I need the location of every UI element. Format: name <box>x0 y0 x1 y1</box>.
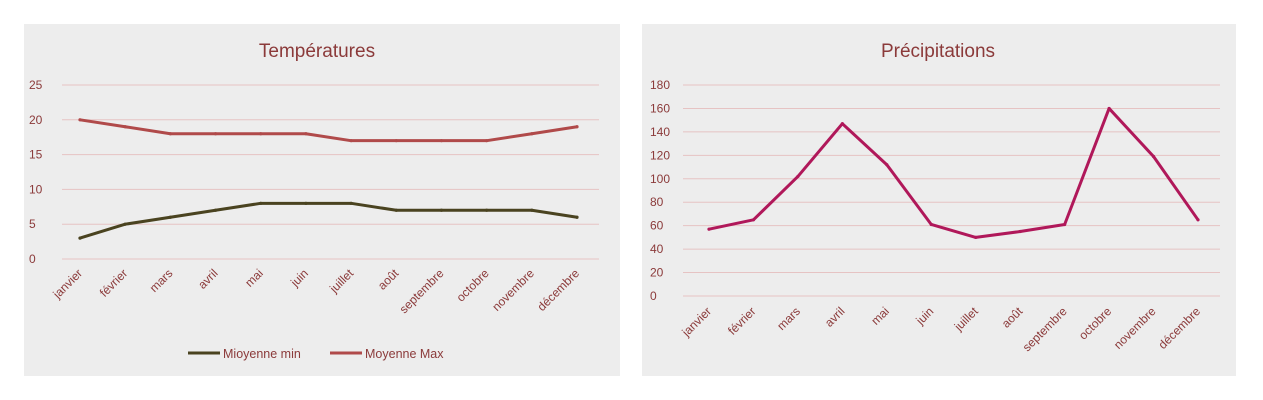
data-point <box>485 139 489 143</box>
temperature-chart: Températures 0 5 10 15 20 25 janvier février ma… <box>29 41 599 361</box>
y-tick-label: 120 <box>650 148 670 162</box>
x-tick-label: avril <box>822 304 847 329</box>
data-point <box>394 208 398 212</box>
x-tick-label: mai <box>868 304 892 328</box>
series-line <box>707 106 1200 239</box>
data-point <box>796 174 800 179</box>
data-point <box>1151 154 1156 159</box>
data-point <box>439 208 444 212</box>
data-point <box>1063 222 1067 227</box>
x-tick-label: octobre <box>1076 304 1114 342</box>
data-point <box>751 218 756 222</box>
precipitation-chart: Précipitations 020406080100120140160180 … <box>650 41 1220 354</box>
x-tick-label: septembre <box>1020 304 1070 354</box>
series-line <box>78 201 579 240</box>
x-tick-label: juin <box>287 266 311 290</box>
legend-label-max: Moyenne Max <box>365 347 444 361</box>
y-tick-label: 20 <box>650 266 664 280</box>
data-point <box>929 222 933 227</box>
y-tick-label: 5 <box>29 217 36 231</box>
x-tick-label: janvier <box>50 266 86 302</box>
x-tick-label: novembre <box>489 266 537 314</box>
x-tick-label: septembre <box>397 266 447 316</box>
chart-title: Températures <box>259 41 375 62</box>
data-point <box>213 132 218 136</box>
data-point <box>439 139 444 143</box>
data-point <box>530 132 534 136</box>
data-point <box>1018 229 1022 234</box>
y-tick-label: 180 <box>650 78 670 92</box>
x-tick-label: avril <box>195 266 220 291</box>
chart-legend: Mioyenne min Moyenne Max <box>188 347 444 361</box>
data-point <box>213 208 218 212</box>
y-tick-label: 10 <box>29 182 43 196</box>
data-point <box>123 222 127 226</box>
y-tick-label: 80 <box>650 195 664 209</box>
data-point <box>259 201 263 205</box>
data-point <box>1107 106 1111 111</box>
data-point <box>1196 218 1200 222</box>
y-tick-label: 15 <box>29 148 43 162</box>
data-point <box>885 163 889 167</box>
y-tick-label: 0 <box>650 289 657 303</box>
x-tick-label: décembre <box>534 266 582 314</box>
x-tick-label: mars <box>147 266 176 295</box>
y-tick-label: 40 <box>650 242 664 256</box>
data-point <box>707 227 711 231</box>
data-point <box>575 125 579 129</box>
x-tick-label: mars <box>774 304 803 333</box>
data-point <box>168 132 172 136</box>
data-point <box>575 215 579 219</box>
data-point <box>974 235 978 239</box>
data-point <box>259 132 263 136</box>
x-tick-label: juillet <box>951 304 981 334</box>
x-tick-label: août <box>999 304 1026 331</box>
legend-label-min: Mioyenne min <box>223 347 301 361</box>
y-tick-label: 20 <box>29 113 43 127</box>
data-point <box>349 201 353 205</box>
data-point <box>485 208 489 212</box>
y-tick-label: 160 <box>650 101 670 115</box>
data-point <box>78 236 82 240</box>
x-tick-label: octobre <box>454 266 492 304</box>
temperature-chart-panel: Températures 0 5 10 15 20 25 janvier février ma… <box>24 24 620 376</box>
x-tick-label: février <box>97 266 130 299</box>
data-point <box>123 125 127 129</box>
data-point <box>78 118 82 122</box>
y-tick-label: 100 <box>650 172 670 186</box>
x-tick-label: juillet <box>326 266 356 296</box>
x-tick-label: février <box>725 304 758 337</box>
data-point <box>168 215 172 219</box>
data-point <box>304 132 308 136</box>
x-tick-label: novembre <box>1111 304 1159 352</box>
chart-title: Précipitations <box>881 41 995 62</box>
data-point <box>840 122 844 126</box>
y-tick-label: 60 <box>650 219 664 233</box>
precipitation-chart-panel: Précipitations 0 20 40 60 80 100 120 140 160 180 … <box>642 24 1236 376</box>
y-tick-label: 140 <box>650 125 670 139</box>
data-point <box>304 201 308 205</box>
y-tick-label: 0 <box>29 252 36 266</box>
x-tick-label: janvier <box>679 304 715 340</box>
x-tick-label: décembre <box>1155 304 1203 352</box>
y-tick-label: 25 <box>29 78 43 92</box>
data-point <box>530 208 534 212</box>
x-tick-label: mai <box>242 266 266 290</box>
data-point <box>349 139 353 143</box>
series-line <box>78 118 579 143</box>
x-tick-label: juin <box>913 304 937 328</box>
x-tick-label: août <box>375 266 402 293</box>
data-point <box>394 139 398 143</box>
